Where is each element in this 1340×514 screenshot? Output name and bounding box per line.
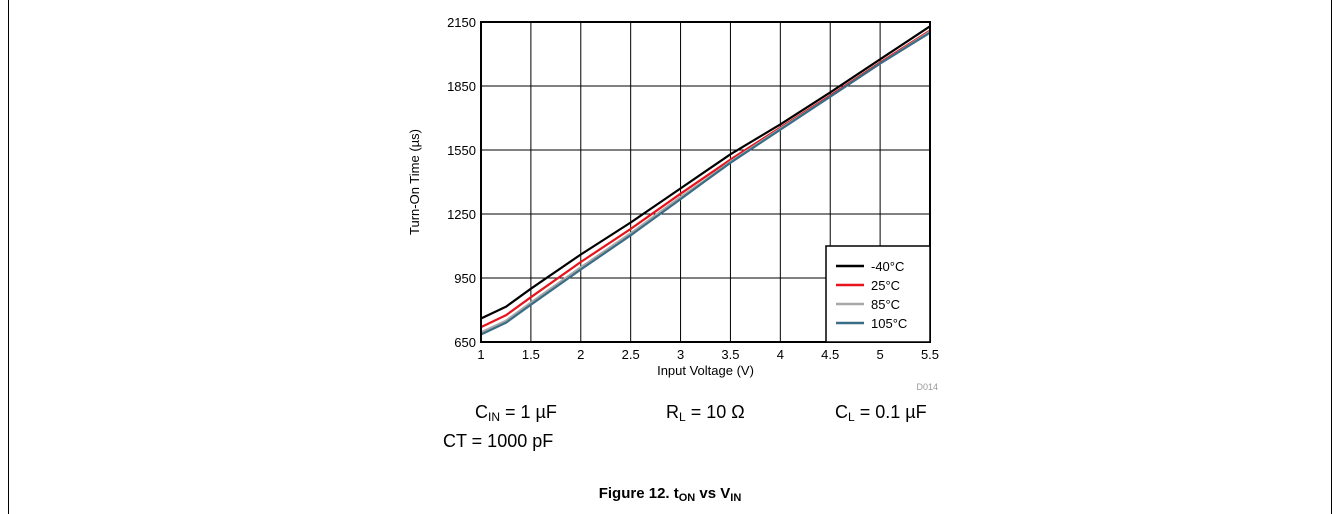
x-axis-label: Input Voltage (V) <box>657 363 754 378</box>
y-tick-label: 950 <box>454 271 476 286</box>
cl-condition: CL = 0.1 µF <box>835 402 927 424</box>
legend-label: -40°C <box>871 259 904 274</box>
plot-area-frame <box>480 21 931 343</box>
frame-left-border <box>8 0 9 514</box>
x-tick-label: 5 <box>876 347 883 362</box>
y-axis-label: Turn-On Time (µs) <box>407 129 422 235</box>
x-tick-label: 3 <box>677 347 684 362</box>
legend-label: 105°C <box>871 316 907 331</box>
series-line <box>480 31 931 336</box>
y-tick-label: 1250 <box>447 207 476 222</box>
figure-caption: Figure 12. tON vs VIN <box>598 485 742 504</box>
legend-label: 25°C <box>871 278 900 293</box>
x-tick-label: 4.5 <box>821 347 839 362</box>
y-tick-label: 2150 <box>447 15 476 30</box>
figure-code: D014 <box>916 382 938 392</box>
legend: -40°C 25°C 85°C 105°C <box>825 245 931 343</box>
legend-box <box>825 245 931 343</box>
x-tick-label: 4 <box>777 347 784 362</box>
x-tick-label: 1 <box>477 347 484 362</box>
series-line <box>480 25 931 320</box>
x-tick-label: 2.5 <box>622 347 640 362</box>
series-lines <box>480 25 931 336</box>
y-tick-label: 1850 <box>447 79 476 94</box>
frame-right-border <box>1331 0 1332 514</box>
legend-label: 85°C <box>871 297 900 312</box>
x-tick-label: 5.5 <box>921 347 939 362</box>
tick-labels: 1 1.5 2 2.5 3 3.5 4 4.5 5 5.5 650 950 1250 1550 1850 21… <box>447 15 939 362</box>
x-tick-label: 2 <box>577 347 584 362</box>
y-tick-label: 1550 <box>447 143 476 158</box>
y-tick-label: 650 <box>454 335 476 350</box>
rl-condition: RL = 10 Ω <box>666 402 745 424</box>
cin-condition: CIN = 1 µF <box>475 402 557 424</box>
ct-condition: CT = 1000 pF <box>443 431 554 451</box>
x-tick-label: 3.5 <box>721 347 739 362</box>
x-tick-label: 1.5 <box>522 347 540 362</box>
